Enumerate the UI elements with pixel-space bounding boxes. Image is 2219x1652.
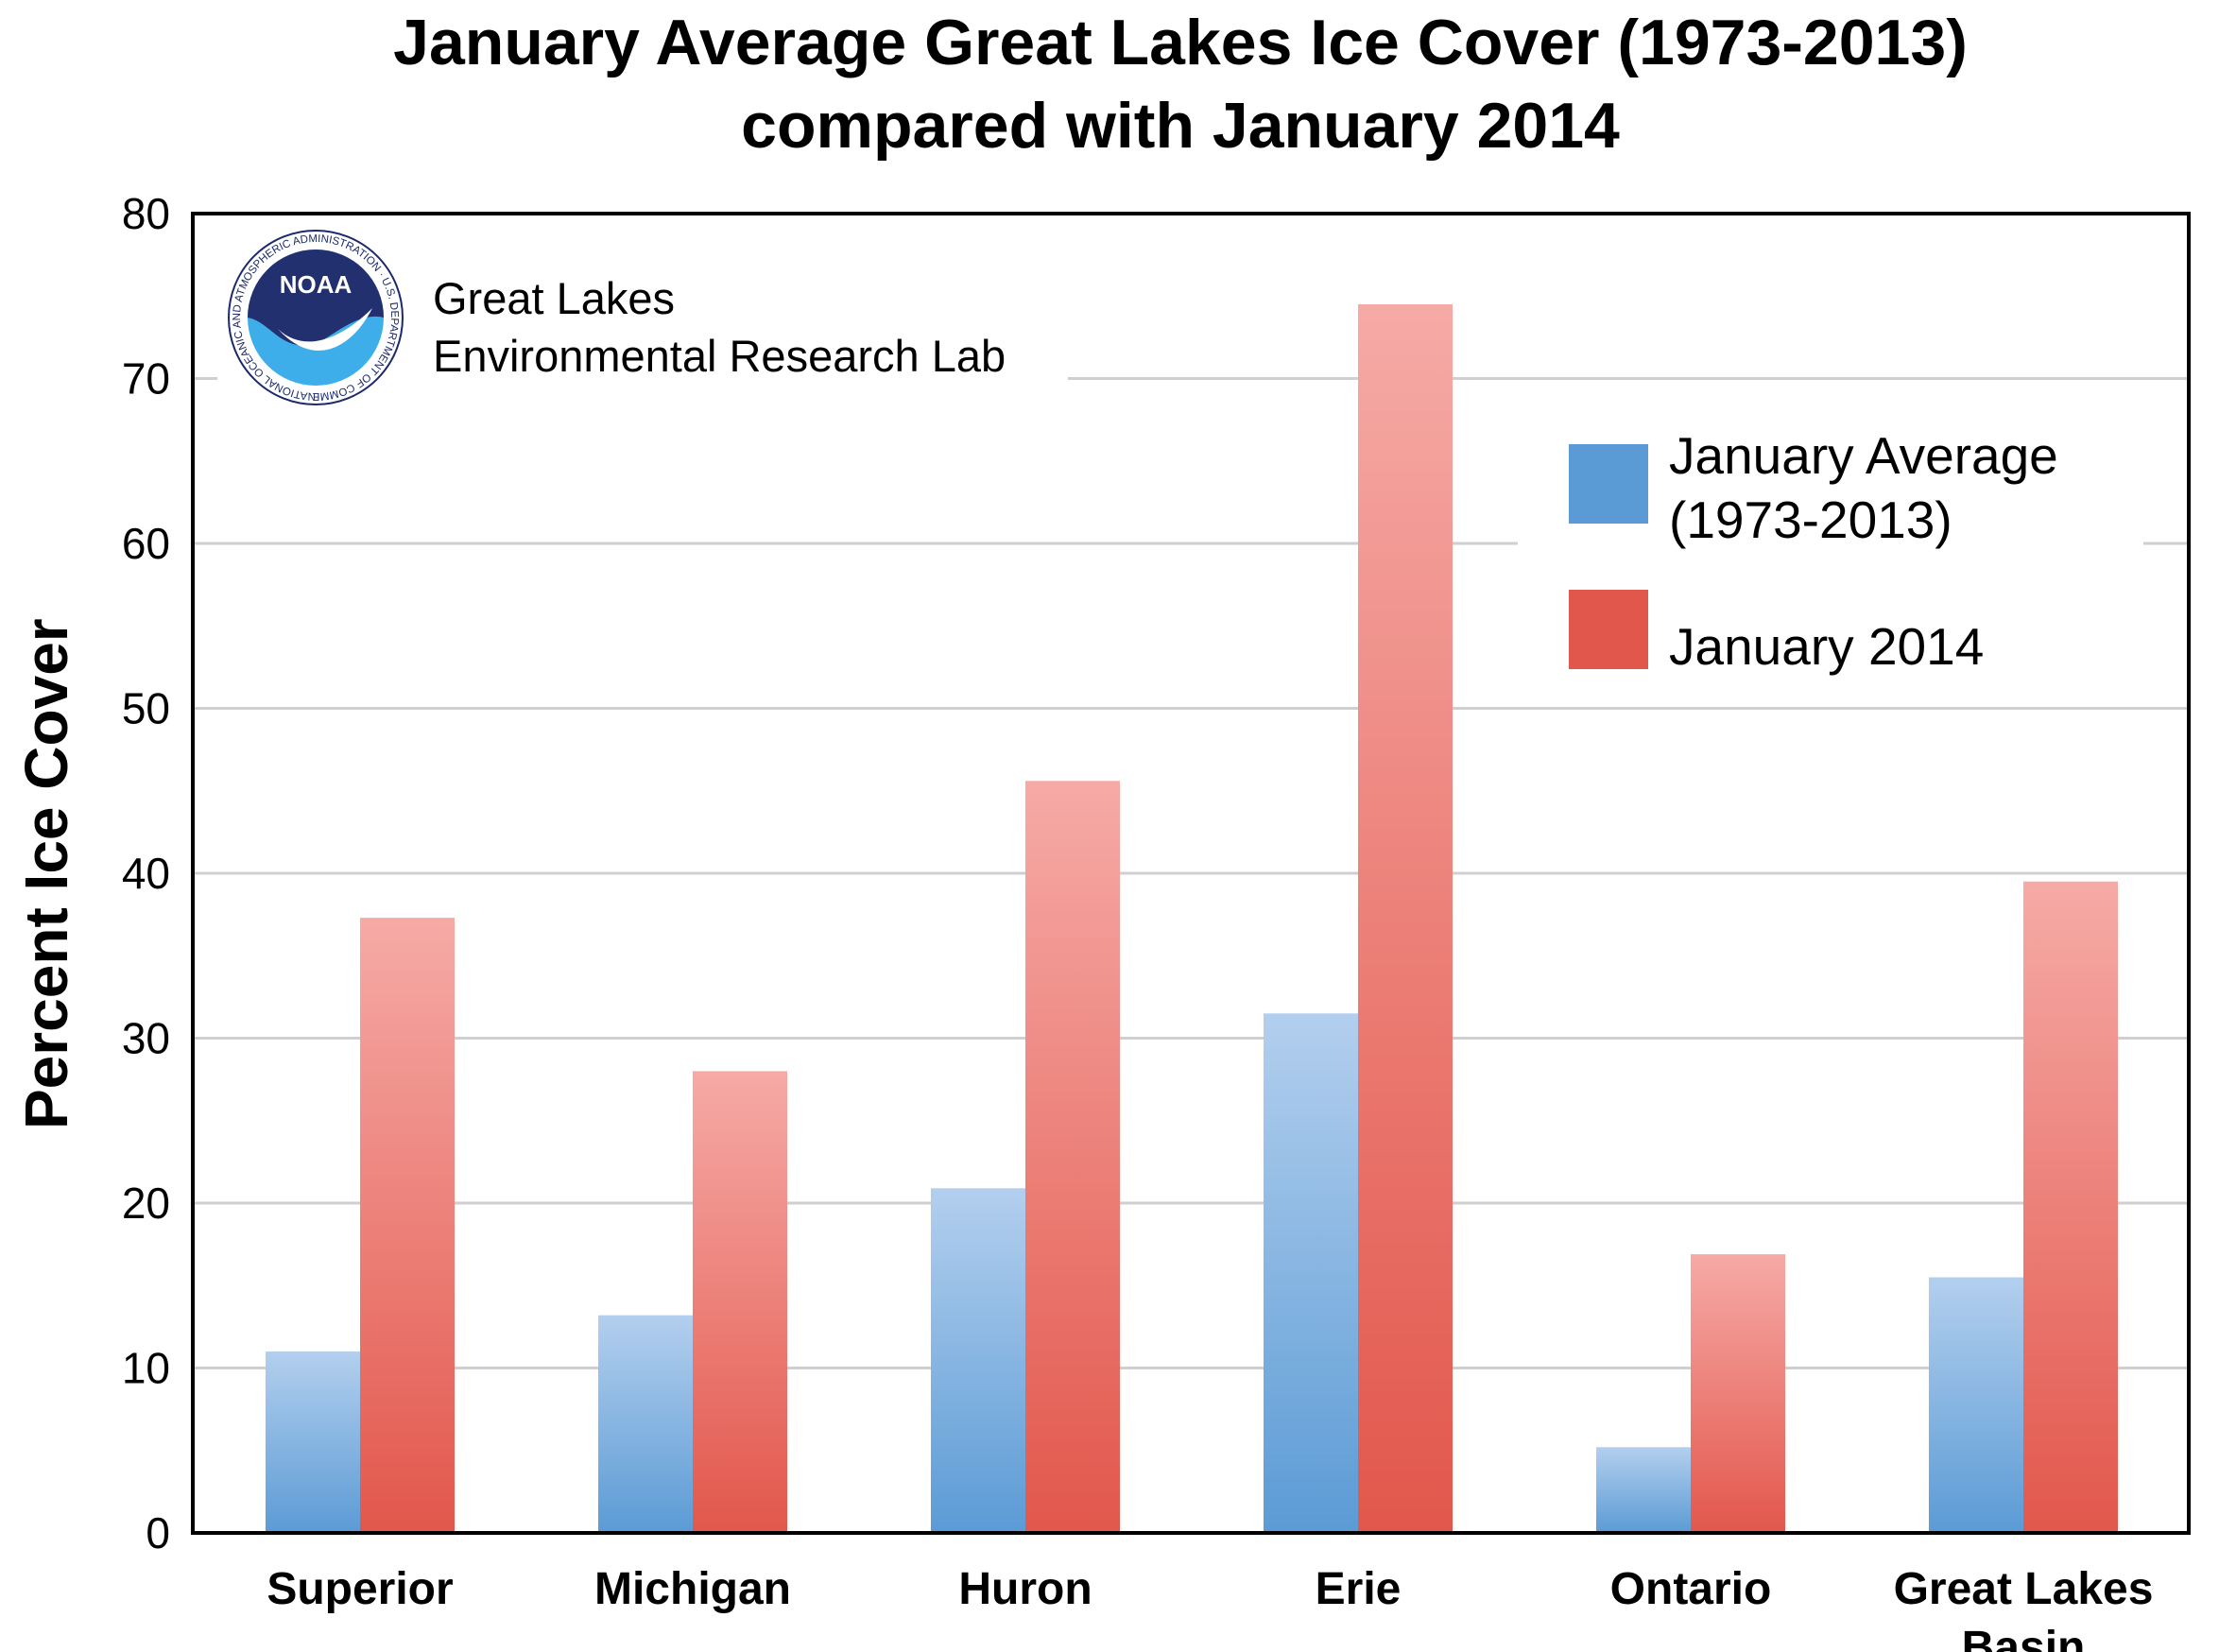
y-tick-label-80: 80	[122, 189, 170, 238]
y-tick-label-20: 20	[122, 1179, 170, 1228]
bar-series2-3	[1358, 303, 1453, 1534]
bar-series2-1	[693, 1071, 787, 1533]
legend: January Average(1973-2013) January 2014	[1518, 412, 2143, 688]
bar-series1-2	[931, 1188, 1025, 1533]
legend-swatch-2	[1569, 590, 1648, 669]
chart-title-line-2: compared with January 2014	[741, 90, 1620, 162]
y-tick-label-40: 40	[122, 849, 170, 898]
x-tick-label-5-line-0: Great Lakes	[1894, 1564, 2154, 1614]
x-tick-label-5-line-1: Basin	[1962, 1623, 2086, 1652]
logo-dark-top	[248, 250, 384, 346]
plot-frame	[191, 212, 2191, 1535]
y-tick-label-60: 60	[122, 519, 170, 568]
x-tick-label-2: Huron	[958, 1564, 1092, 1614]
chart-title-line-1: January Average Great Lakes Ice Cover (1…	[393, 7, 1968, 78]
bar-series1-1	[598, 1315, 693, 1533]
lab-name-line-0: Great Lakes	[433, 273, 675, 323]
bar-series2-5	[2023, 881, 2118, 1533]
lab-name-line-1: Environmental Research Lab	[433, 331, 1006, 381]
bars	[266, 303, 2118, 1534]
bar-series2-0	[360, 918, 455, 1533]
legend-label-1-line-1: (1973-2013)	[1669, 490, 1952, 549]
bar-series1-5	[1929, 1277, 2023, 1533]
x-tick-label-0: Superior	[267, 1564, 453, 1614]
y-tick-label-0: 0	[146, 1508, 170, 1557]
legend-label-1-line-0: January Average	[1669, 426, 2058, 485]
y-tick-label-10: 10	[122, 1344, 170, 1393]
x-axis-ticks: Superior Michigan Huron Erie Ontario Great La…	[267, 1564, 2153, 1652]
bar-series2-4	[1691, 1254, 1785, 1533]
legend-swatch-1	[1569, 444, 1648, 524]
y-axis-ticks: 0 10 20 30 40 50 60 70 80	[122, 189, 170, 1557]
legend-label-2: January 2014	[1669, 617, 1984, 676]
y-tick-label-70: 70	[122, 354, 170, 404]
bar-series2-2	[1025, 781, 1120, 1533]
logo-badge-text: NOAA	[280, 270, 353, 299]
x-tick-label-4: Ontario	[1610, 1564, 1772, 1614]
bar-series1-0	[266, 1351, 360, 1533]
x-tick-label-1: Michigan	[594, 1564, 791, 1614]
bar-series1-3	[1264, 1013, 1358, 1533]
x-tick-label-3: Erie	[1316, 1564, 1402, 1614]
bar-series1-4	[1596, 1447, 1691, 1533]
y-tick-label-50: 50	[122, 684, 170, 733]
logo-gull-wing	[278, 308, 372, 351]
y-tick-label-30: 30	[122, 1014, 170, 1063]
